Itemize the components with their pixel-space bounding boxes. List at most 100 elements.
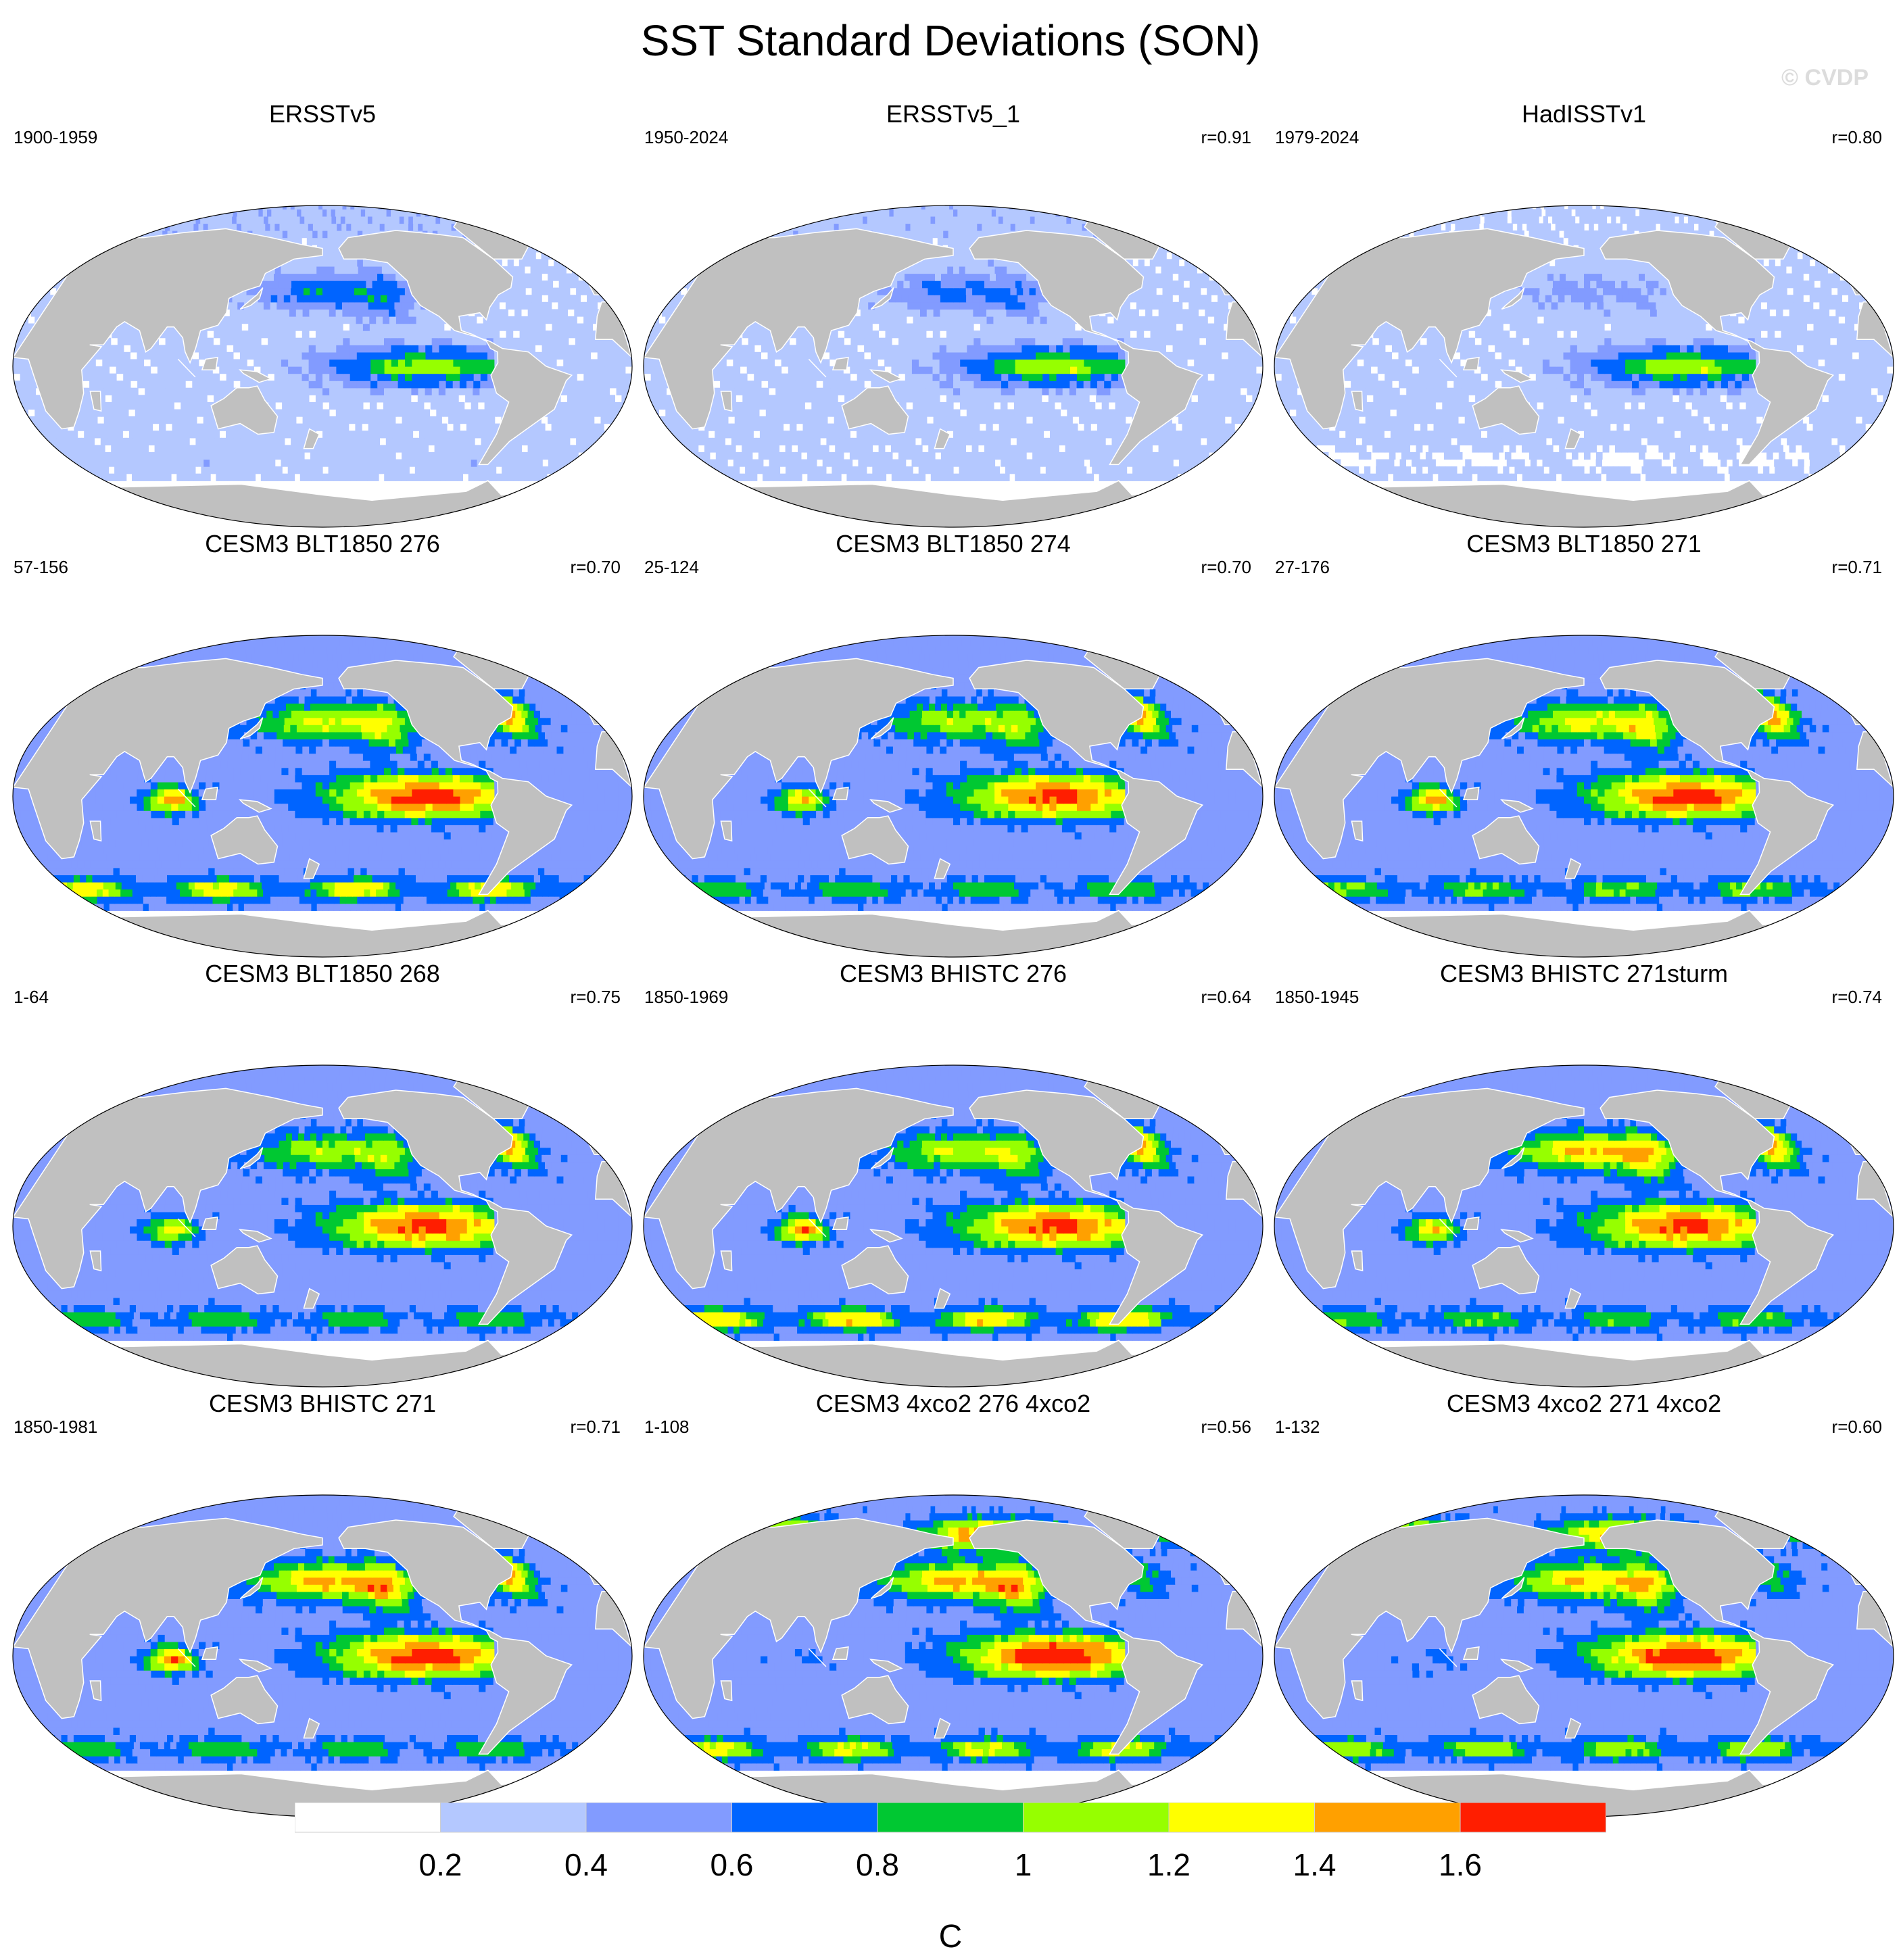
sst-cell xyxy=(370,381,378,389)
sst-cell xyxy=(98,395,105,403)
sst-cell xyxy=(288,337,296,345)
sst-cell xyxy=(255,451,262,460)
sst-cell xyxy=(884,466,890,474)
sst-cell xyxy=(796,473,802,481)
sst-cell xyxy=(266,280,273,289)
sst-cell xyxy=(222,216,228,224)
sst-cell xyxy=(243,473,250,481)
sst-cell xyxy=(315,337,323,345)
sst-cell xyxy=(919,409,927,417)
sst-cell xyxy=(1111,373,1119,381)
sst-cell xyxy=(176,473,183,481)
sst-cell xyxy=(309,309,316,317)
sst-cell xyxy=(1064,423,1072,431)
sst-cell xyxy=(703,451,711,460)
sst-map xyxy=(12,205,633,528)
sst-cell xyxy=(366,437,374,445)
sst-cell xyxy=(791,401,798,410)
sst-cell xyxy=(750,437,757,445)
sst-cell xyxy=(257,301,264,310)
sst-cell xyxy=(360,223,366,231)
sst-cell xyxy=(423,223,428,231)
sst-cell xyxy=(903,445,911,453)
sst-cell xyxy=(339,259,346,267)
sst-cell xyxy=(1053,445,1059,453)
sst-cell xyxy=(966,431,973,439)
sst-cell xyxy=(1030,431,1038,439)
sst-cell xyxy=(450,409,457,417)
sst-cell xyxy=(457,230,463,239)
sst-cell xyxy=(370,266,377,274)
sst-cell xyxy=(126,401,134,410)
sst-cell xyxy=(1110,423,1117,431)
sst-cell xyxy=(345,259,352,267)
sst-cell xyxy=(102,366,110,374)
sst-cell xyxy=(250,301,258,310)
sst-cell xyxy=(204,445,211,453)
sst-cell xyxy=(809,366,817,374)
sst-cell xyxy=(829,423,836,431)
sst-cell xyxy=(243,451,250,460)
sst-cell xyxy=(1070,359,1078,367)
sst-cell xyxy=(352,209,358,217)
sst-cell xyxy=(1155,459,1162,467)
sst-cell xyxy=(548,309,555,317)
sst-cell xyxy=(1001,459,1007,467)
sst-cell xyxy=(1180,409,1188,417)
sst-cell xyxy=(391,351,399,360)
sst-cell xyxy=(257,230,263,239)
sst-cell xyxy=(110,387,118,395)
sst-cell xyxy=(268,401,276,410)
sst-cell xyxy=(1035,345,1043,353)
sst-cell xyxy=(100,245,106,253)
sst-cell xyxy=(425,373,433,381)
sst-cell xyxy=(651,381,659,389)
sst-cell xyxy=(535,295,542,303)
sst-cell xyxy=(1005,431,1012,439)
sst-cell xyxy=(171,381,179,389)
sst-cell xyxy=(350,205,355,210)
sst-cell xyxy=(172,466,178,474)
sst-cell xyxy=(548,451,554,460)
sst-cell xyxy=(412,359,420,367)
sst-cell xyxy=(297,445,304,453)
sst-cell xyxy=(92,445,99,453)
sst-cell xyxy=(102,373,110,381)
sst-cell xyxy=(863,473,870,481)
sst-cell xyxy=(420,466,427,474)
sst-cell xyxy=(1102,445,1109,453)
sst-cell xyxy=(925,395,934,403)
sst-cell xyxy=(142,445,149,453)
sst-cell xyxy=(372,445,379,453)
sst-cell xyxy=(214,323,222,331)
sst-cell xyxy=(425,381,433,389)
sst-cell xyxy=(293,223,299,231)
sst-cell xyxy=(446,205,451,210)
sst-cell xyxy=(919,351,926,360)
sst-cell xyxy=(37,437,44,445)
sst-cell xyxy=(479,423,487,431)
sst-cell xyxy=(356,373,364,381)
sst-cell xyxy=(980,337,988,345)
sst-cell xyxy=(365,223,371,231)
sst-cell xyxy=(719,359,727,367)
sst-cell xyxy=(265,223,270,231)
sst-cell xyxy=(767,416,775,424)
sst-cell xyxy=(1201,409,1208,417)
sst-cell xyxy=(316,259,323,267)
sst-cell xyxy=(749,395,757,403)
sst-cell xyxy=(998,423,1006,431)
sst-cell xyxy=(126,223,133,231)
sst-cell xyxy=(892,330,900,339)
sst-cell xyxy=(461,466,468,474)
sst-cell xyxy=(349,323,357,331)
sst-cell xyxy=(328,245,334,253)
sst-cell xyxy=(382,209,387,217)
sst-cell xyxy=(83,387,91,395)
sst-cell xyxy=(563,409,571,417)
sst-cell xyxy=(258,295,265,303)
sst-cell xyxy=(393,223,400,231)
sst-cell xyxy=(533,330,541,339)
sst-cell xyxy=(837,337,844,345)
sst-cell xyxy=(272,230,278,239)
